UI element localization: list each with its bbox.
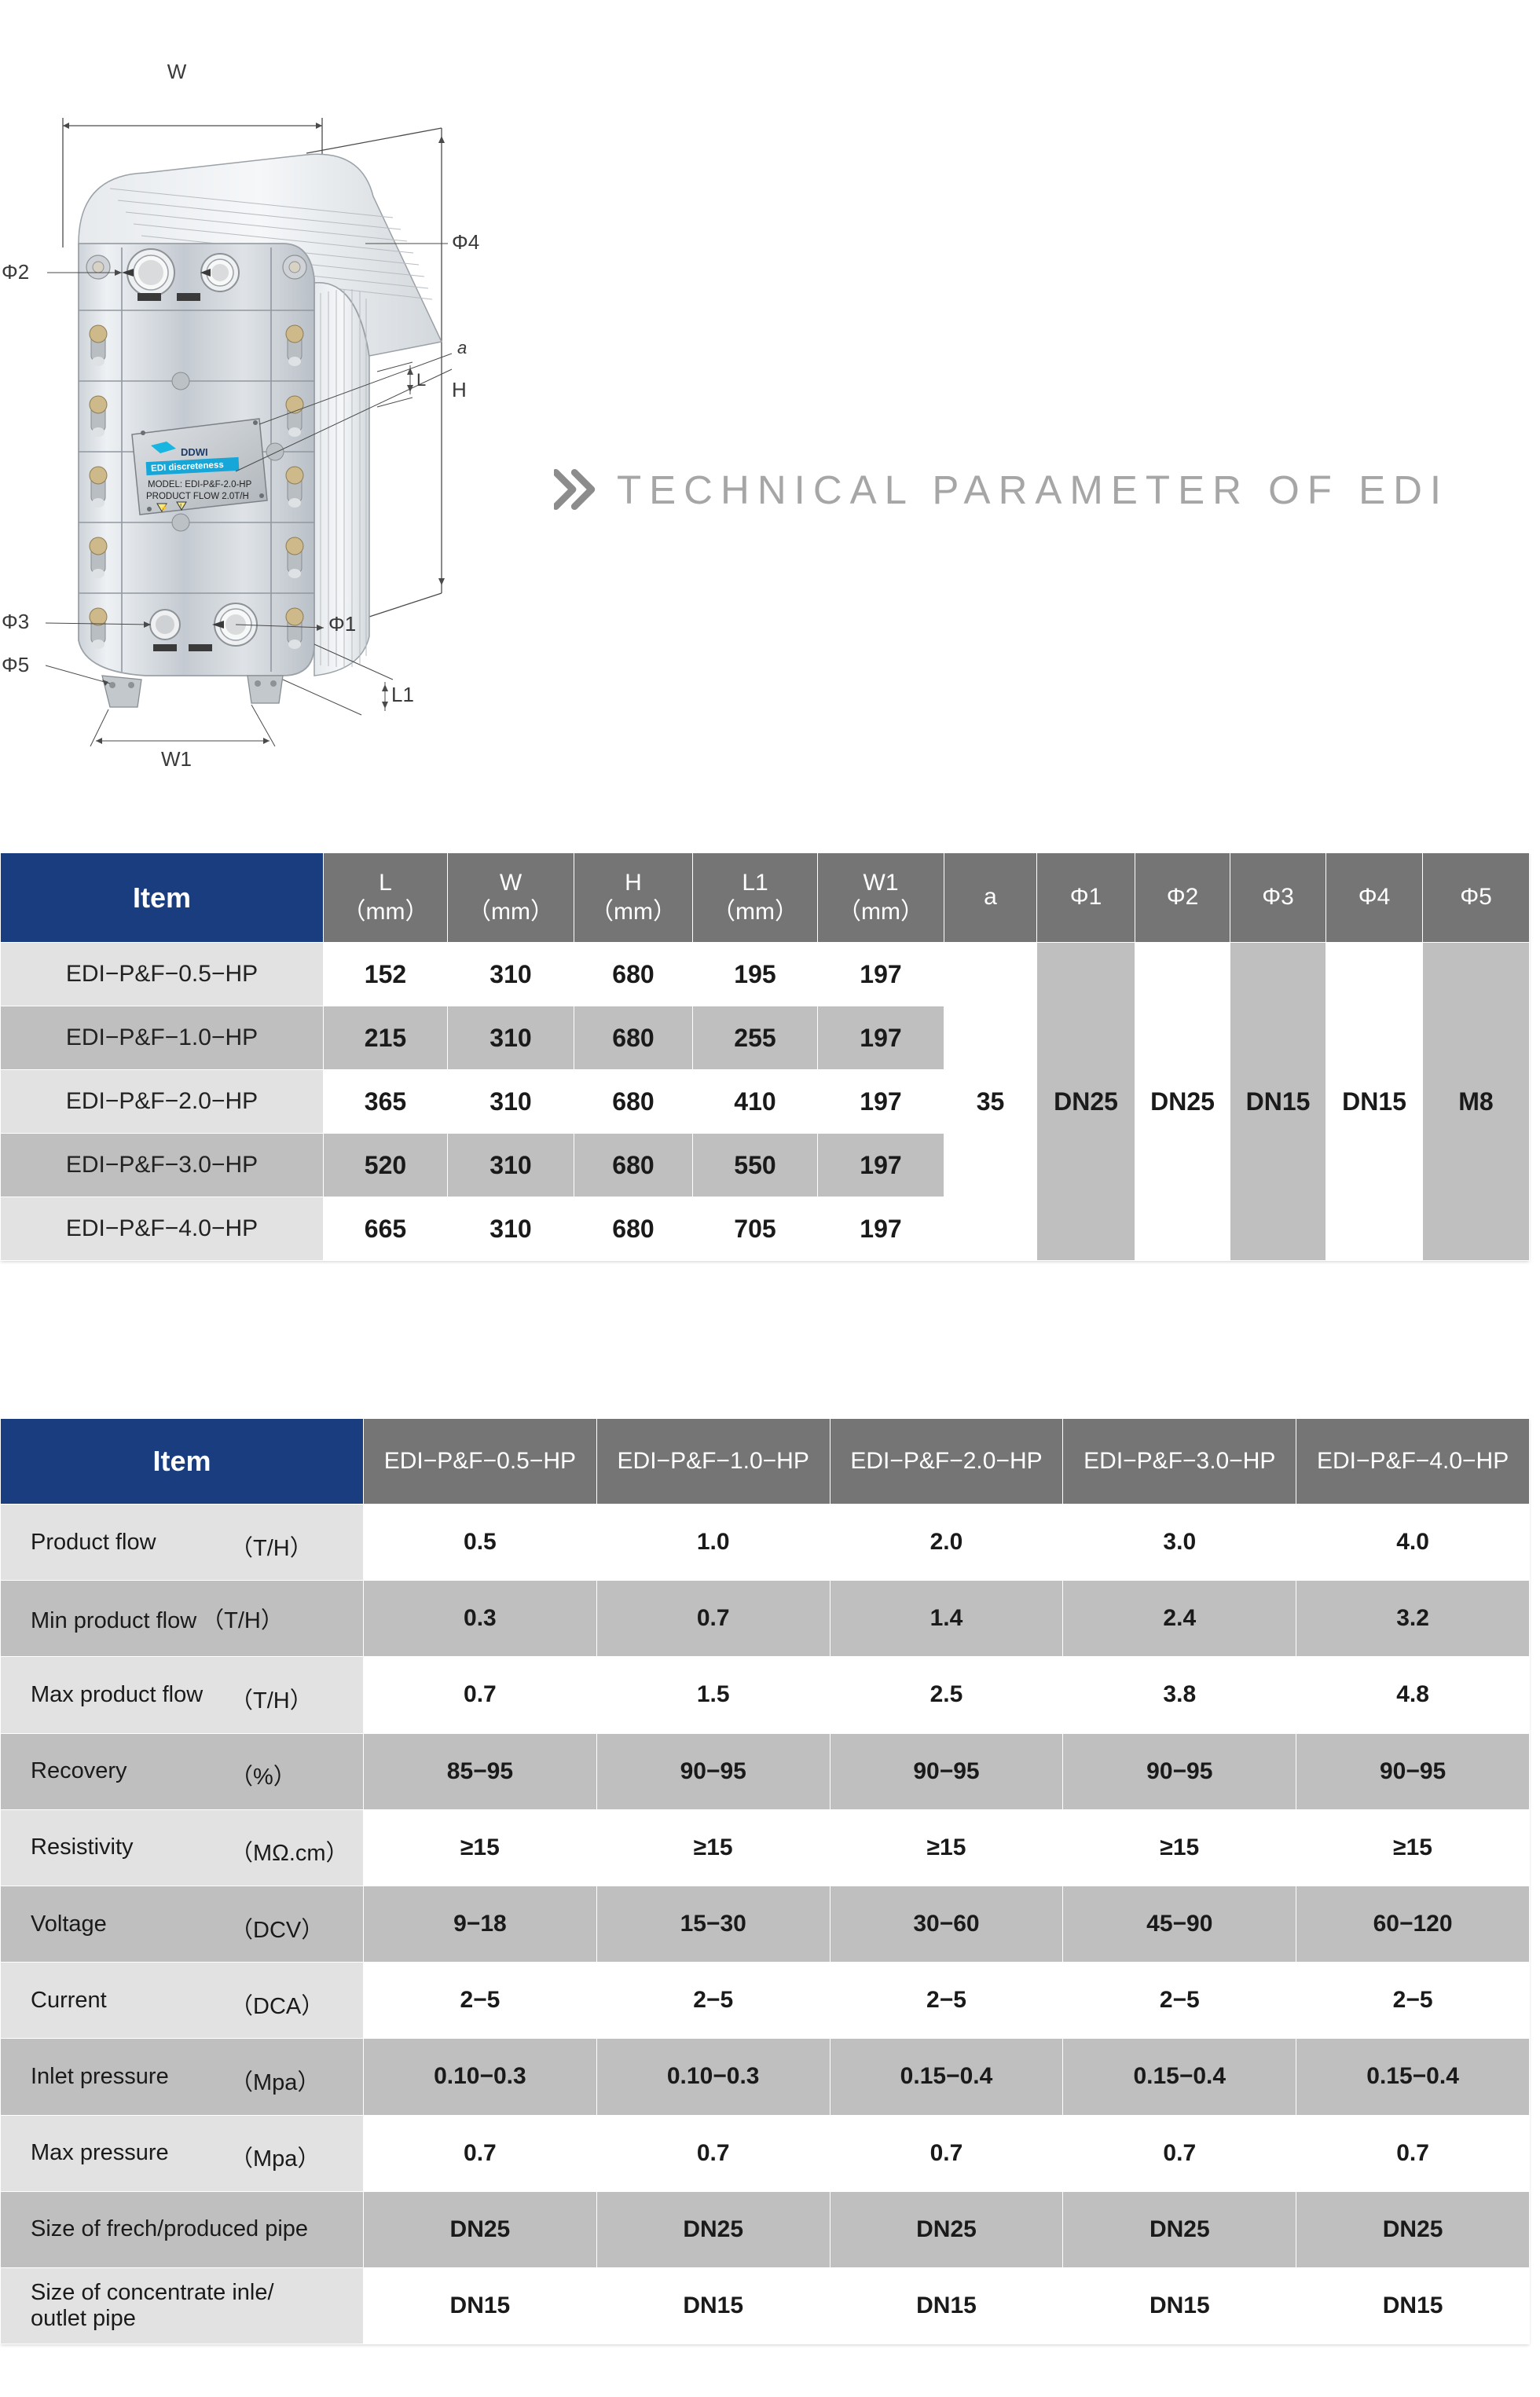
svg-text:Φ4: Φ4 <box>452 230 479 254</box>
svg-text:L: L <box>416 370 426 390</box>
svg-text:!: ! <box>180 503 182 510</box>
svg-text:Φ3: Φ3 <box>2 610 29 633</box>
svg-text:MODEL: EDI-P&F-2.0-HP: MODEL: EDI-P&F-2.0-HP <box>148 480 252 489</box>
svg-text:PRODUCT FLOW 2.0T/H: PRODUCT FLOW 2.0T/H <box>146 492 249 501</box>
svg-text:a: a <box>457 338 467 357</box>
svg-text:W1: W1 <box>161 747 192 771</box>
svg-text:W: W <box>167 60 187 83</box>
svg-text:⚡: ⚡ <box>160 504 168 511</box>
svg-text:Φ5: Φ5 <box>2 653 29 676</box>
svg-text:L1: L1 <box>391 683 414 706</box>
svg-text:Φ2: Φ2 <box>2 260 29 284</box>
svg-text:H: H <box>452 378 467 401</box>
svg-text:Φ1: Φ1 <box>328 612 356 636</box>
svg-text:DDWI: DDWI <box>181 446 208 458</box>
